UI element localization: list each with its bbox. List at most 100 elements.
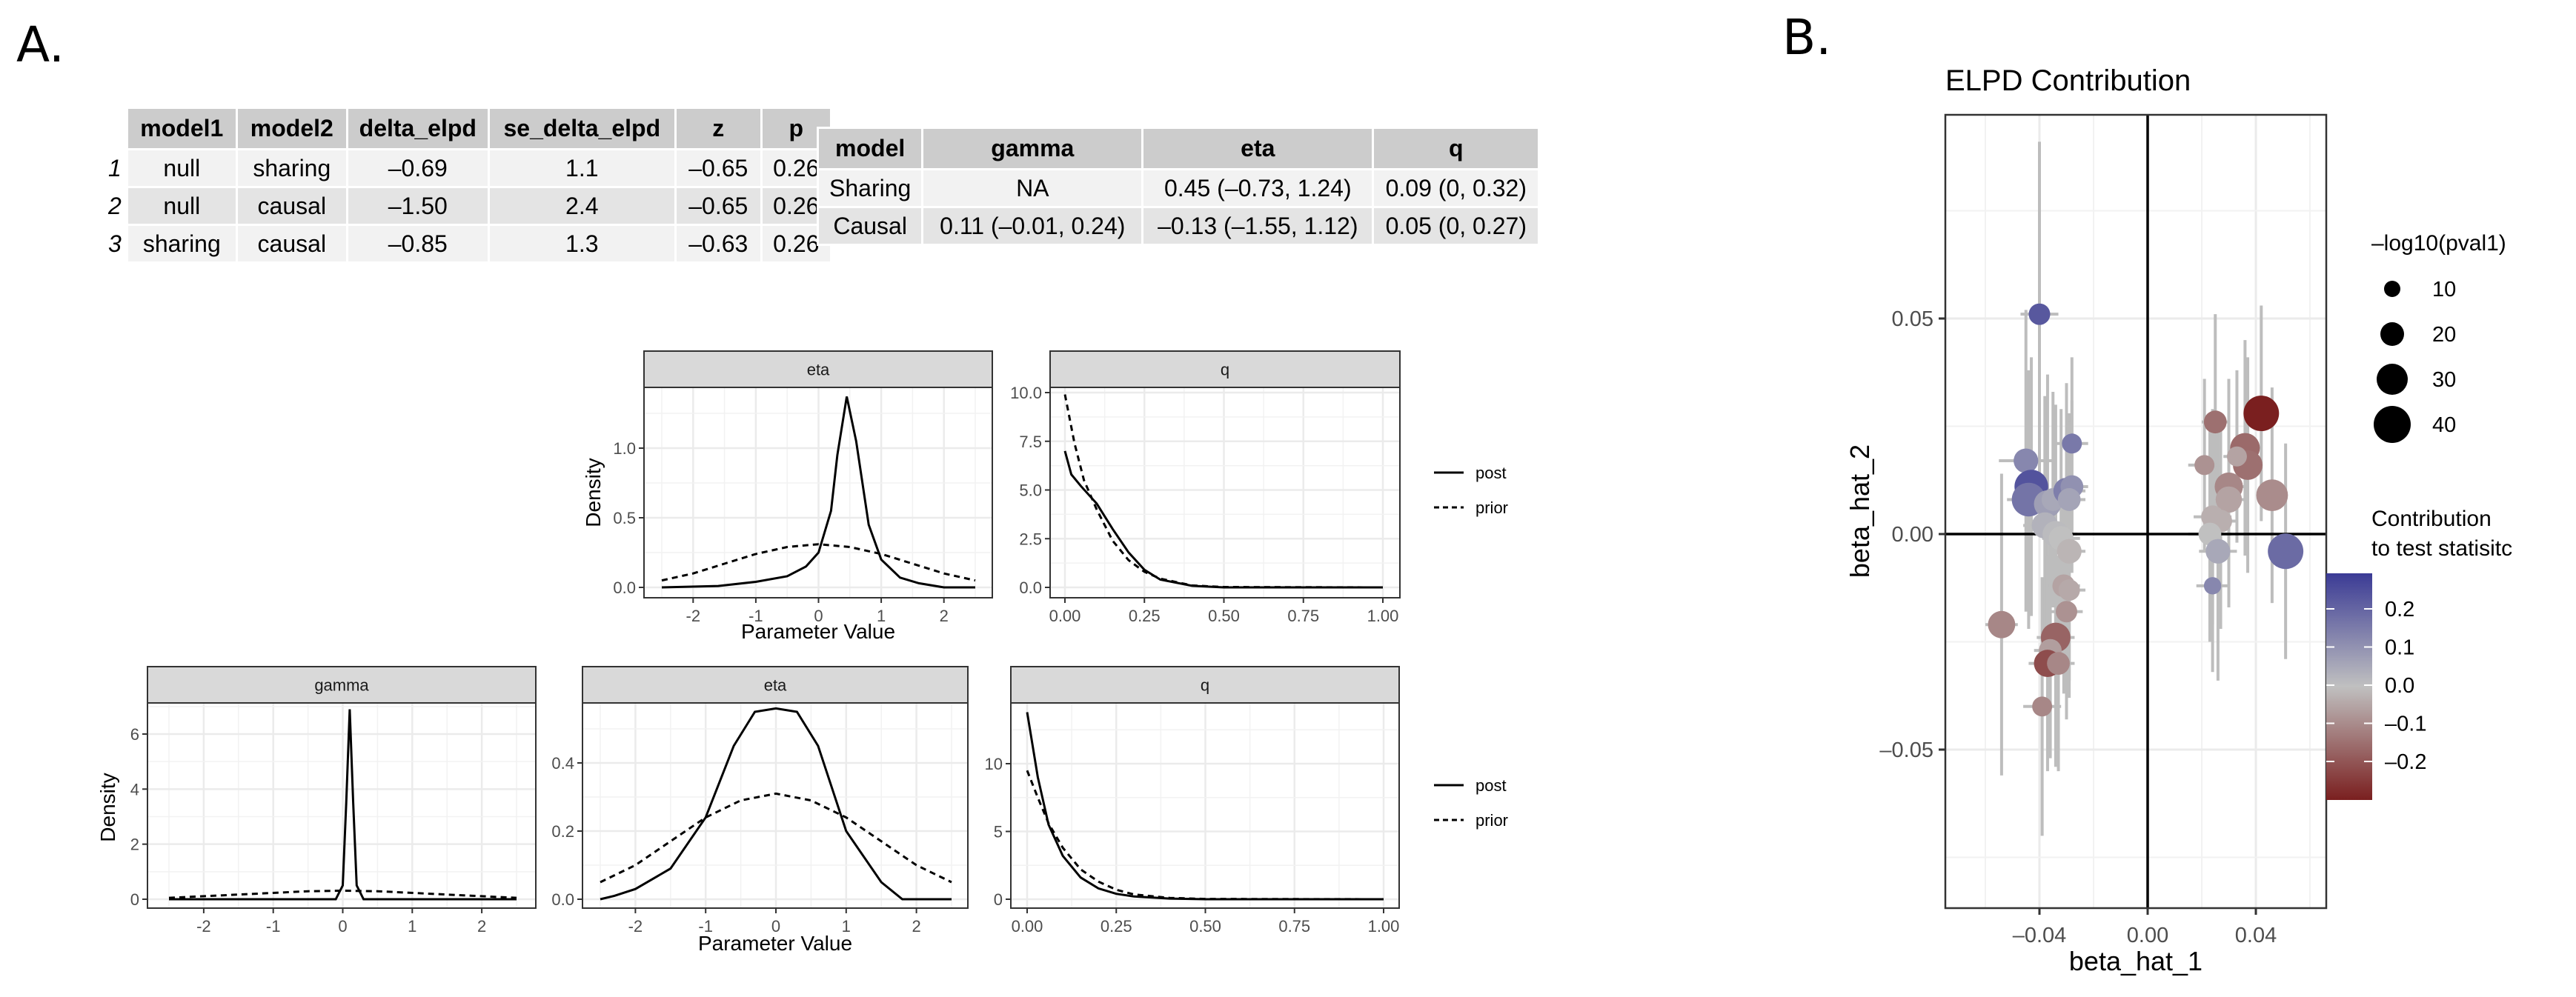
table-cell: 0.11 (–0.01, 0.24) [921,206,1144,246]
size-legend-key [2380,322,2404,346]
facet-panel-eta: eta -2 -1 0 1 2 0.0 0.2 0.4 [551,666,969,936]
x-tick-label: 2 [940,607,949,625]
size-legend-key [2374,406,2411,443]
size-legend-label: 10 [2432,278,2456,301]
y-tick-label: 0.00 [1892,523,1933,547]
data-point [2057,538,2082,564]
x-tick-label: 0.50 [1189,917,1221,936]
y-axis-label: beta_hat_2 [1845,444,1875,578]
table-cell: 0.05 (0, 0.27) [1372,206,1541,246]
x-tick-label: -2 [686,607,701,625]
y-tick-label: 0.2 [551,822,574,841]
size-legend-title: –log10(pval1) [2371,231,2506,256]
x-tick-label: –0.04 [2013,924,2067,947]
y-tick-label: 5.0 [1019,481,1042,500]
column-header: model1 [125,107,238,150]
x-tick-label: 0.00 [1012,917,1043,936]
data-point [2205,538,2231,564]
size-legend-label: 20 [2432,323,2456,347]
y-tick-label: 0.4 [551,754,574,773]
facet-panel-q: q 0.00 0.25 0.50 0.75 1.00 0.0 2.5 5.0 7.5 10.0 [1010,350,1401,625]
data-points [1988,303,2304,717]
y-tick-label: 0.0 [551,890,574,909]
y-tick-label: 10.0 [1010,384,1042,402]
table-cell: sharing [235,148,348,188]
plot-area [147,703,536,908]
x-tick-label: 2 [477,917,486,936]
table-cell: null [125,186,238,226]
x-tick-label: -1 [748,607,763,625]
column-header: delta_elpd [345,107,490,150]
table-cell: 0.45 (–0.73, 1.24) [1141,168,1375,208]
facet-strip-label: eta [764,676,787,695]
table-cell: NA [921,168,1144,208]
row-index: 3 [104,224,127,263]
data-point [2058,579,2080,601]
data-point [2057,488,2081,511]
y-tick-label: 2.5 [1019,530,1042,548]
column-header: model2 [235,107,348,150]
x-tick-label: 0.00 [1049,607,1081,625]
y-tick-label: 0 [994,890,1003,909]
x-tick-label: 0.50 [1208,607,1240,625]
data-point [2215,486,2243,513]
color-legend-label: 0.0 [2385,674,2414,698]
x-tick-label: -2 [628,917,643,936]
column-header: p [760,107,832,150]
data-point [2226,446,2247,467]
panel-a-label: A. [16,16,64,73]
y-axis-label: Density [96,773,119,841]
chart-title: ELPD Contribution [1945,64,2191,97]
table-cell: 1.3 [487,224,677,264]
facet-panel-q: q 0.00 0.25 0.50 0.75 1.00 0 5 10 [985,666,1400,936]
column-header: se_delta_elpd [487,107,677,150]
table-cell: –0.63 [674,224,763,264]
facet-strip [582,666,969,704]
x-tick-label: -1 [698,917,713,936]
legend-label: post [1475,464,1507,482]
parameter-estimates-table: model gamma eta q Sharing NA 0.45 (–0.73… [816,127,1541,246]
line-type-legend: post prior [1434,464,1508,517]
facet-strip-label: gamma [314,676,369,695]
x-tick-label: 1.00 [1368,917,1400,936]
y-tick-label: 0 [130,890,139,909]
data-point [2014,448,2039,473]
y-tick-label: 6 [130,725,139,744]
x-tick-label: 0.75 [1287,607,1319,625]
table-cell: –1.50 [345,186,490,226]
table-cell: –0.13 (–1.55, 1.12) [1141,206,1375,246]
x-tick-label: 0.75 [1278,917,1310,936]
series-post-line [661,396,975,589]
x-tick-label: 0 [338,917,347,936]
table-row: 3 sharing causal –0.85 1.3 –0.63 0.26 [104,224,832,264]
data-point [1988,610,2016,638]
legend-label: post [1475,776,1507,795]
x-tick-label: 1 [842,917,851,936]
x-tick-label: -2 [196,917,211,936]
table-cell: causal [235,186,348,226]
y-tick-label: 5 [994,823,1003,841]
table-cell: Sharing [816,168,924,208]
color-legend-title: to test statisitc [2371,536,2512,561]
x-tick-label: 0.25 [1101,917,1132,936]
plot-area [1050,387,1400,598]
x-tick-label: 0 [814,607,823,625]
column-header: gamma [921,127,1144,170]
facet-strip-label: eta [807,361,830,379]
row-index-header [104,107,127,150]
column-header: eta [1141,127,1375,170]
y-tick-label: 2 [130,836,139,854]
series-prior-line [1063,394,1384,589]
color-legend-label: 0.2 [2385,598,2414,621]
table-cell: causal [235,224,348,264]
x-axis-label: beta_hat_1 [2069,946,2202,976]
color-legend-label: –0.1 [2385,713,2426,736]
elpd-contribution-scatter: ELPD Contribution –0.04 0.00 0.04 –0.05 0.00 0… [1845,64,2512,976]
color-legend: Contribution to test statisitc 0.2 0.1 0.0 –0… [2326,507,2512,800]
x-axis-label: Parameter Value [741,620,895,643]
x-tick-label: 1 [408,917,416,936]
x-tick-label: 1.00 [1367,607,1399,625]
table-row: Causal 0.11 (–0.01, 0.24) –0.13 (–1.55, … [816,206,1541,246]
x-axis-label: Parameter Value [698,932,852,955]
x-tick-label: 0.04 [2235,924,2277,947]
